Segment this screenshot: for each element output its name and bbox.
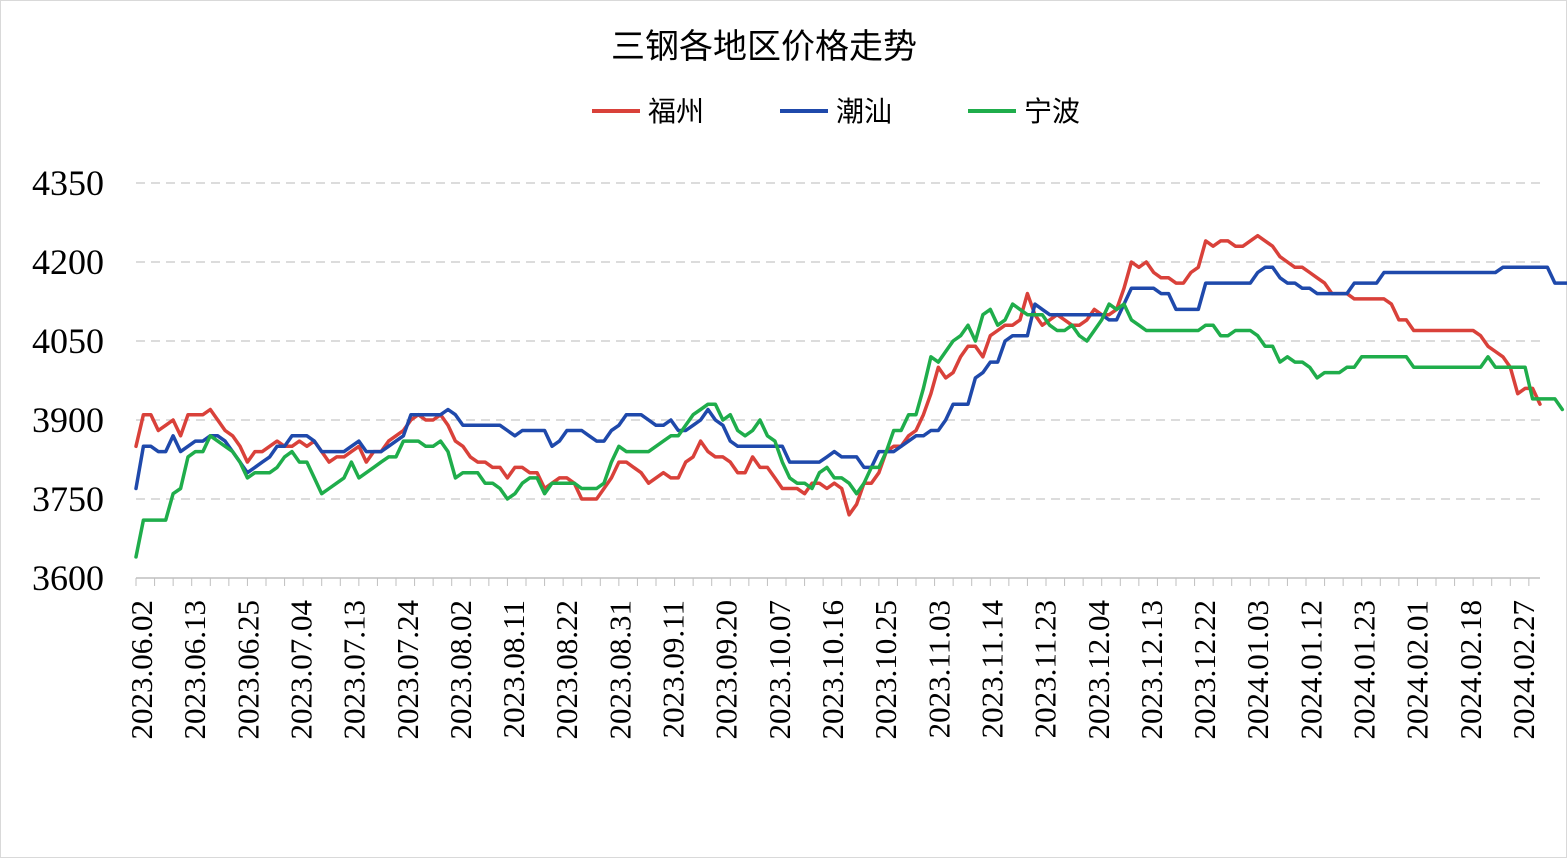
legend-label-1: 潮汕 (836, 95, 892, 128)
x-tick-label: 2024.01.23 (1347, 600, 1382, 740)
x-tick-label: 2023.07.04 (283, 600, 318, 740)
legend-label-0: 福州 (648, 95, 704, 128)
y-tick-label: 3600 (32, 558, 104, 598)
x-tick-label: 2023.07.24 (390, 600, 425, 740)
x-tick-label: 2024.02.01 (1400, 600, 1435, 740)
x-tick-label: 2023.10.07 (762, 600, 797, 740)
x-tick-label: 2023.06.25 (230, 600, 265, 740)
y-tick-label: 3900 (32, 400, 104, 440)
x-tick-label: 2024.01.03 (1240, 600, 1275, 740)
x-tick-label: 2023.07.13 (337, 600, 372, 740)
x-tick-label: 2023.09.20 (709, 600, 744, 740)
x-tick-label: 2023.10.25 (868, 600, 903, 740)
series-line-1 (134, 265, 1567, 491)
x-tick-label: 2024.02.18 (1453, 600, 1488, 740)
y-tick-label: 4350 (32, 163, 104, 203)
x-tick-label: 2023.12.22 (1187, 600, 1222, 740)
y-tick-label: 3750 (32, 479, 104, 519)
series-layer (134, 233, 1567, 559)
x-tick-label: 2023.12.13 (1134, 600, 1169, 740)
x-tick-label: 2023.11.03 (921, 600, 956, 738)
x-tick-label: 2023.06.02 (124, 600, 159, 740)
x-tick-label: 2023.08.31 (602, 600, 637, 740)
legend-label-2: 宁波 (1024, 95, 1080, 128)
y-axis: 3600 3750 3900 4050 4200 4350 (32, 163, 104, 598)
x-tick-label: 2024.02.27 (1506, 600, 1541, 740)
x-tick-label: 2023.06.13 (177, 600, 212, 740)
chart-title: 三钢各地区价格走势 (611, 27, 917, 67)
x-tick-label: 2023.08.11 (496, 600, 531, 738)
x-tick-label: 2023.10.16 (815, 600, 850, 740)
x-tick-label: 2023.11.23 (1028, 600, 1063, 738)
y-tick-label: 4050 (32, 321, 104, 361)
gridlines (136, 182, 1540, 500)
x-tick-label: 2023.08.22 (549, 600, 584, 740)
x-tick-label: 2023.11.14 (974, 600, 1009, 739)
x-tick-label: 2024.01.12 (1293, 600, 1328, 740)
x-axis: 2023.06.02 2023.06.13 2023.06.25 2023.07.04… (124, 577, 1541, 740)
x-tick-label: 2023.12.04 (1081, 600, 1116, 740)
legend: 福州 潮汕 宁波 (592, 95, 1080, 128)
x-tick-label: 2023.09.11 (656, 600, 691, 738)
series-line-2 (134, 302, 1565, 559)
x-tick-label: 2023.08.02 (443, 600, 478, 740)
series-line-0 (134, 233, 1542, 517)
y-tick-label: 4200 (32, 242, 104, 282)
